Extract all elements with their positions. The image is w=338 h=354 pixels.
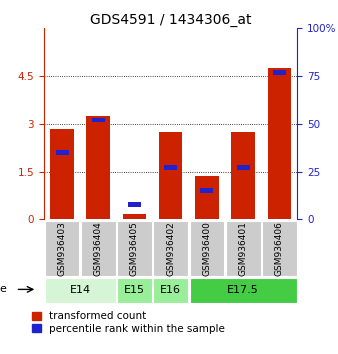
- Bar: [117, 221, 152, 276]
- Text: GSM936401: GSM936401: [239, 221, 248, 276]
- Bar: [55, 150, 69, 155]
- Text: GSM936403: GSM936403: [57, 221, 67, 276]
- Bar: [190, 278, 297, 303]
- Text: E16: E16: [160, 285, 181, 295]
- Bar: [226, 221, 261, 276]
- Bar: [190, 221, 224, 276]
- Bar: [262, 221, 297, 276]
- Bar: [45, 278, 116, 303]
- Bar: [159, 132, 183, 219]
- Bar: [92, 118, 105, 122]
- Bar: [81, 221, 116, 276]
- Bar: [153, 221, 188, 276]
- Bar: [45, 221, 79, 276]
- Bar: [123, 214, 146, 219]
- Bar: [164, 165, 177, 170]
- Bar: [87, 116, 110, 219]
- Bar: [200, 188, 213, 193]
- Bar: [273, 70, 286, 75]
- Text: E17.5: E17.5: [227, 285, 259, 295]
- Bar: [268, 68, 291, 219]
- Bar: [195, 176, 219, 219]
- Text: GSM936400: GSM936400: [202, 221, 211, 276]
- Bar: [237, 165, 249, 170]
- Text: E14: E14: [70, 285, 91, 295]
- Bar: [117, 278, 152, 303]
- Bar: [153, 278, 188, 303]
- Bar: [231, 132, 255, 219]
- Bar: [128, 202, 141, 207]
- Text: GSM936404: GSM936404: [94, 221, 103, 276]
- Text: age: age: [0, 284, 7, 295]
- Text: GSM936402: GSM936402: [166, 221, 175, 276]
- Text: GSM936405: GSM936405: [130, 221, 139, 276]
- Text: E15: E15: [124, 285, 145, 295]
- Text: GSM936406: GSM936406: [275, 221, 284, 276]
- Bar: [50, 129, 74, 219]
- Legend: transformed count, percentile rank within the sample: transformed count, percentile rank withi…: [32, 312, 225, 333]
- Title: GDS4591 / 1434306_at: GDS4591 / 1434306_at: [90, 13, 251, 27]
